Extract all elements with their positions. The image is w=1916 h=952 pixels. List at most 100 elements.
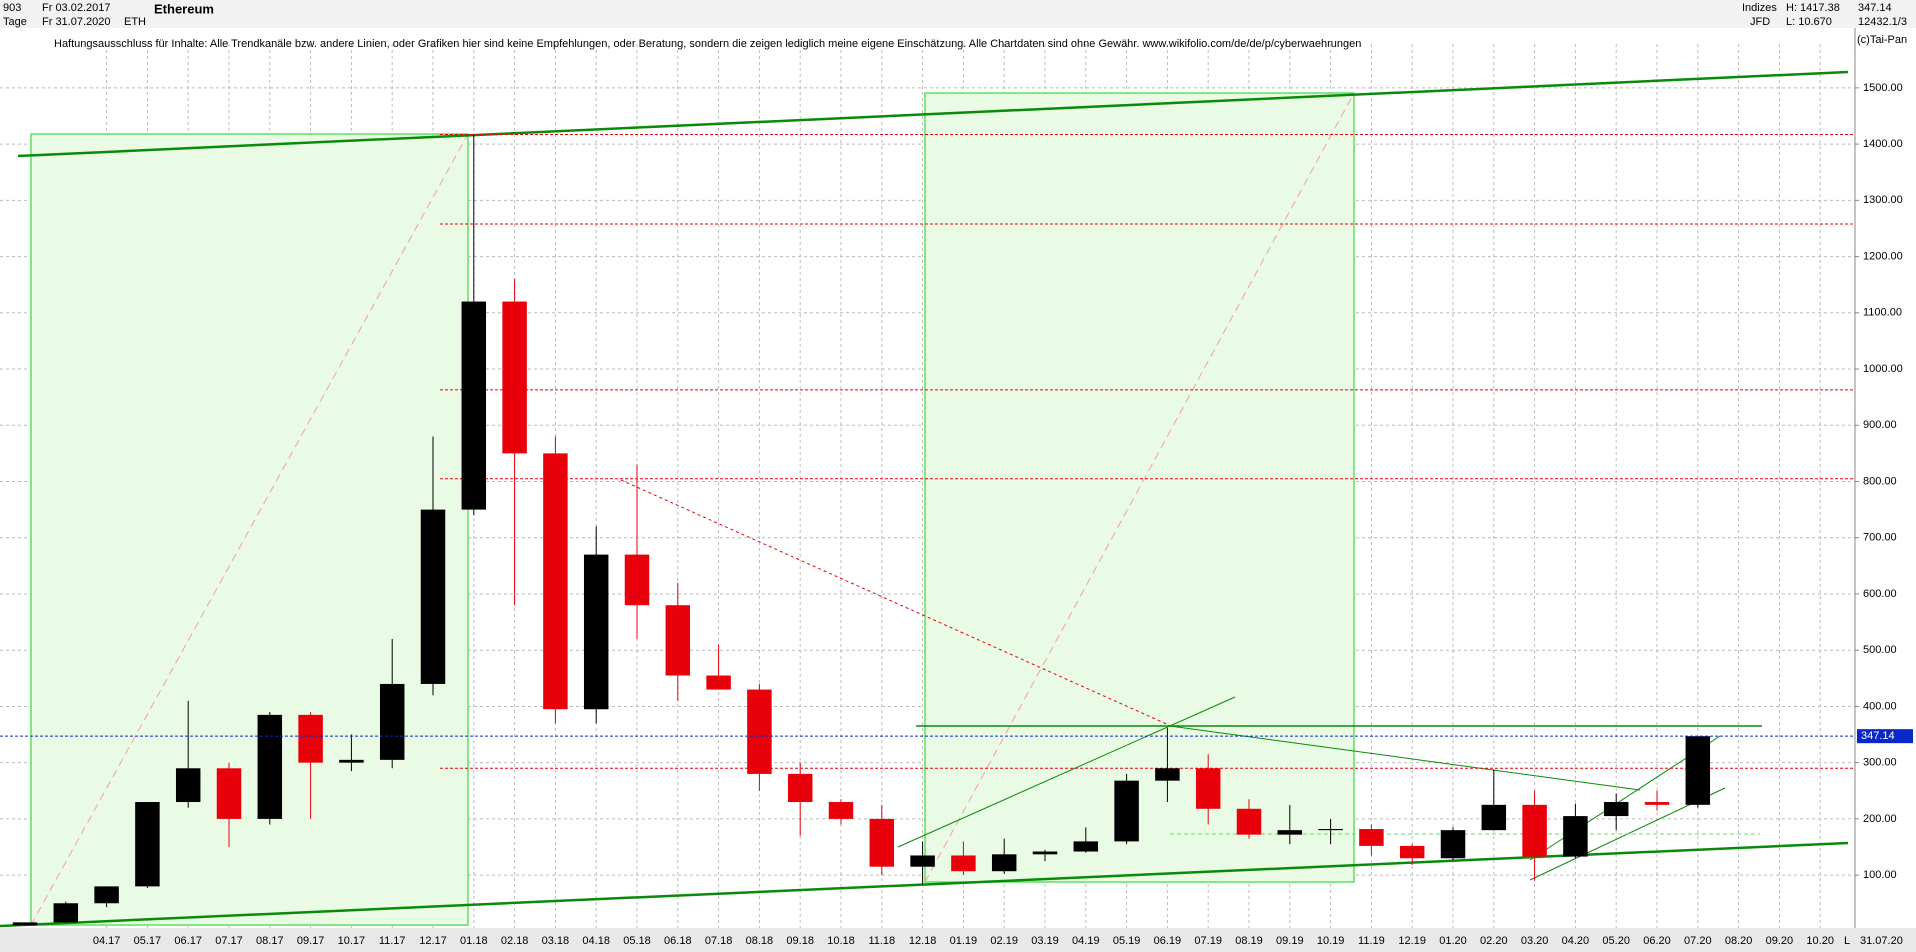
candle-body (1359, 829, 1384, 846)
from-date: Fr 03.02.2017 (42, 2, 111, 14)
x-tick-label: 11.18 (868, 935, 895, 947)
candle-body (665, 605, 691, 676)
diagonal (30, 133, 469, 926)
x-tick-label: 06.20 (1643, 935, 1671, 947)
candle-body (787, 773, 813, 803)
candle-body (1644, 802, 1670, 805)
x-tick-label: 04.20 (1562, 935, 1590, 947)
x-tick-label: 12.17 (419, 935, 447, 947)
x-tick-label: 05.20 (1602, 935, 1630, 947)
x-tick-label: 03.18 (542, 935, 570, 947)
diagonal (620, 479, 1172, 727)
candle-body (1522, 804, 1547, 857)
candle-body (1236, 808, 1262, 835)
scale-mode: L (1844, 935, 1850, 947)
candle-body (1481, 804, 1507, 831)
diagonal (924, 92, 1355, 883)
y-tick-label: 1500.00 (1863, 82, 1903, 94)
candle-body (379, 683, 405, 760)
candle-body (420, 509, 446, 684)
candle-body (1114, 780, 1139, 842)
candle-body (1073, 841, 1099, 852)
x-tick-label: 08.20 (1725, 935, 1753, 947)
candle-body (216, 768, 242, 819)
x-tick-label: 09.19 (1276, 935, 1304, 947)
x-tick-label: 04.19 (1072, 935, 1100, 947)
candle-body (1277, 830, 1303, 835)
candle-body (747, 689, 772, 774)
candle-body (543, 453, 568, 710)
header-bar (0, 0, 1916, 28)
x-tick-label: 04.18 (582, 935, 610, 947)
candle-body (12, 922, 38, 926)
candle-body (624, 554, 650, 606)
y-tick-label: 600.00 (1863, 588, 1897, 600)
x-tick-label: 03.19 (1031, 935, 1059, 947)
x-tick-label: 09.17 (297, 935, 325, 947)
candle-body (1318, 829, 1343, 831)
x-tick-label: 12.19 (1398, 935, 1426, 947)
trend-line (17, 70, 1849, 158)
last: 347.14 (1858, 2, 1892, 14)
candle-body (94, 886, 119, 904)
candle-body (706, 675, 731, 690)
x-tick-label: 02.20 (1480, 935, 1508, 947)
y-tick-label: 800.00 (1863, 475, 1897, 487)
candle-body (991, 854, 1017, 872)
y-tick-label: 1400.00 (1863, 138, 1903, 150)
trend-line (1169, 725, 1641, 791)
candle-body (53, 903, 79, 923)
end-date: 31.07.20 (1860, 935, 1903, 947)
x-tick-label: 09.18 (786, 935, 814, 947)
last-price-box (1857, 729, 1913, 744)
x-tick-label: 01.20 (1439, 935, 1467, 947)
candle-body (175, 768, 201, 803)
y-tick-label: 300.00 (1863, 757, 1897, 769)
x-tick-label: 12.18 (909, 935, 937, 947)
y-tick-label: 1200.00 (1863, 250, 1903, 262)
trend-line (897, 696, 1236, 848)
symbol: ETH (124, 16, 146, 28)
candle-body (461, 301, 487, 510)
y-tick-label: 500.00 (1863, 644, 1897, 656)
y-tick-label: 900.00 (1863, 419, 1897, 431)
extra: 12432.1/3 (1858, 16, 1907, 28)
candle-body (257, 714, 283, 819)
source: JFD (1750, 16, 1770, 28)
x-tick-label: 07.18 (705, 935, 733, 947)
x-tick-label: 05.19 (1113, 935, 1141, 947)
candle-body (951, 855, 976, 872)
candle-body (1195, 768, 1221, 809)
x-tick-label: 08.17 (256, 935, 284, 947)
y-tick-label: 1300.00 (1863, 194, 1903, 206)
x-tick-label: 01.19 (950, 935, 978, 947)
bars: 903 (3, 2, 21, 14)
x-tick-label: 05.17 (134, 935, 162, 947)
candle-body (1440, 830, 1466, 859)
y-tick-label: 1000.00 (1863, 363, 1903, 375)
copyright: (c)Tai-Pan (1857, 34, 1907, 46)
x-axis-panel (0, 928, 1916, 952)
x-tick-label: 02.18 (501, 935, 529, 947)
x-tick-label: 07.20 (1684, 935, 1712, 947)
plot (0, 134, 1855, 926)
x-tick-label: 11.17 (379, 935, 406, 947)
y-tick-label: 700.00 (1863, 532, 1897, 544)
x-tick-label: 02.19 (990, 935, 1018, 947)
candle-body (910, 855, 935, 867)
x-tick-label: 07.19 (1194, 935, 1222, 947)
to-date: Fr 31.07.2020 (42, 16, 111, 28)
x-tick-label: 10.20 (1806, 935, 1834, 947)
y-tick-label: 1100.00 (1863, 307, 1902, 319)
candle-body (135, 802, 160, 887)
candle-body (1155, 768, 1180, 781)
candle-body (583, 554, 609, 710)
x-tick-label: 11.19 (1358, 935, 1385, 947)
trend-line (0, 841, 1849, 928)
disclaimer: Haftungsausschluss für Inhalte: Alle Tre… (54, 38, 1361, 50)
candle-body (869, 818, 895, 867)
axes: 100.00 200.00 300.00 400.00 500.00 600.00 700.… (93, 82, 1913, 947)
x-tick-label: 07.17 (215, 935, 243, 947)
candle-body (828, 802, 854, 819)
